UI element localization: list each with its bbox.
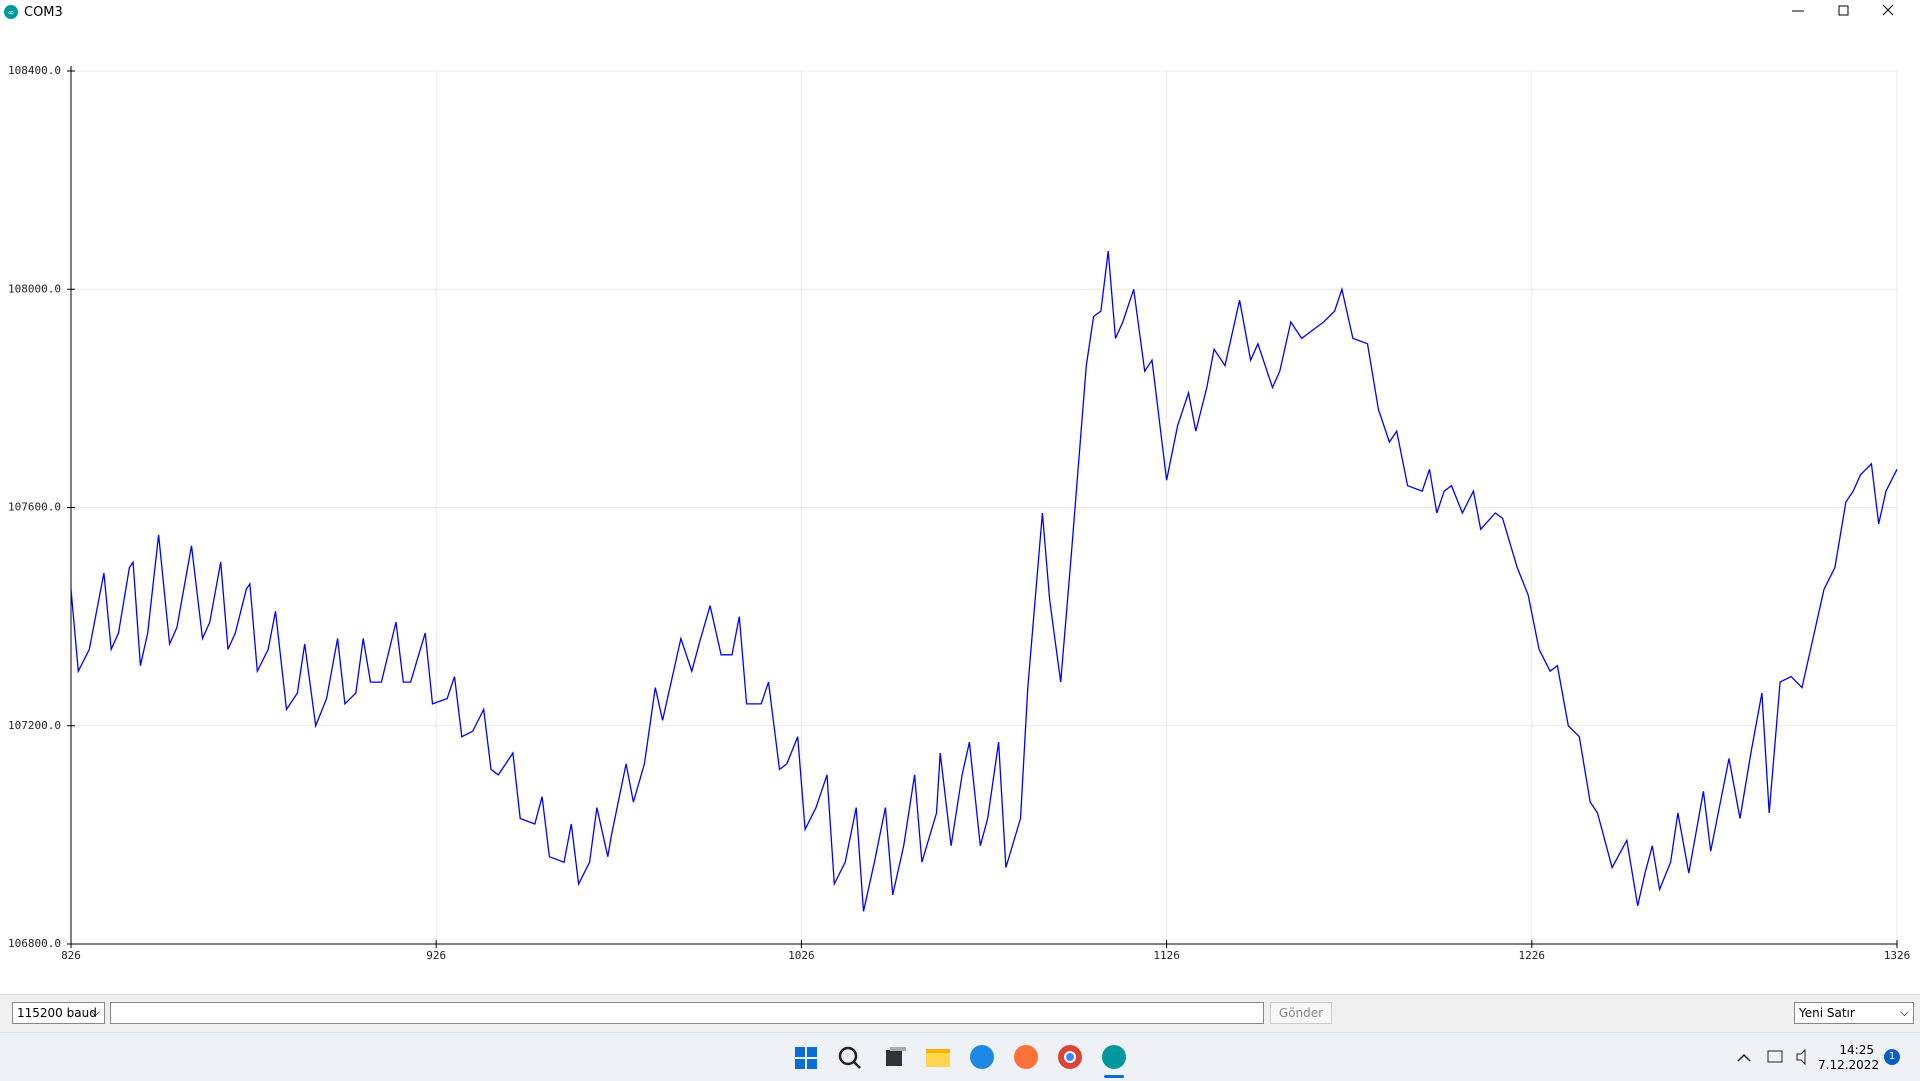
clock-time: 14:25	[1839, 1043, 1874, 1057]
baud-label: 115200 baud	[17, 1006, 97, 1020]
title-bar: ∞ COM3	[0, 0, 1920, 26]
window-buttons[interactable]	[1780, 0, 1920, 26]
taskbar: 14:25 7.12.2022 1	[0, 1032, 1920, 1081]
taskbar-icons	[795, 1045, 1126, 1078]
plot: 106800.0 107200.0 107600.0 108000.0 108400.0…	[8, 64, 1911, 962]
clock[interactable]: 14:25 7.12.2022	[1818, 1043, 1880, 1073]
x-tick-label: 1026	[788, 949, 815, 962]
chrome[interactable]	[1058, 1045, 1082, 1069]
control-bar: 115200 baud ⌵ Gönder Yeni Satır ⌵	[0, 994, 1920, 1033]
y-tick-label: 106800.0	[8, 937, 61, 950]
clock-date: 7.12.2022	[1818, 1058, 1880, 1072]
tray-icons[interactable]	[1735, 1033, 1815, 1081]
x-tick-label: 1126	[1153, 949, 1180, 962]
arduino[interactable]	[1102, 1045, 1126, 1078]
y-tick-label: 108000.0	[8, 282, 61, 295]
firefox[interactable]	[1014, 1045, 1038, 1069]
baud-select[interactable]: 115200 baud ⌵	[12, 1002, 105, 1024]
x-tick-label: 1326	[1884, 949, 1911, 962]
x-tick-label: 926	[426, 949, 446, 962]
y-tick-label: 108400.0	[8, 64, 61, 77]
line-ending-label: Yeni Satır	[1799, 1006, 1855, 1020]
start-button[interactable]	[795, 1047, 817, 1069]
input-field[interactable]	[110, 1002, 1264, 1024]
notification-badge[interactable]: 1	[1884, 1049, 1900, 1065]
explorer[interactable]	[926, 1049, 950, 1067]
data-line	[70, 251, 1898, 912]
y-tick-label: 107200.0	[8, 719, 61, 732]
app-icon: ∞	[4, 5, 18, 19]
search-button[interactable]	[838, 1046, 861, 1069]
send-button[interactable]: Gönder	[1270, 1002, 1332, 1024]
y-tick-label: 107600.0	[8, 501, 61, 514]
task-view[interactable]	[886, 1047, 906, 1066]
x-tick-label: 826	[61, 949, 81, 962]
edge[interactable]	[970, 1045, 994, 1069]
svg-text:∞: ∞	[8, 8, 15, 17]
line-ending-select[interactable]: Yeni Satır ⌵	[1794, 1002, 1914, 1024]
window-title: COM3	[24, 5, 63, 20]
x-tick-label: 1226	[1519, 949, 1546, 962]
